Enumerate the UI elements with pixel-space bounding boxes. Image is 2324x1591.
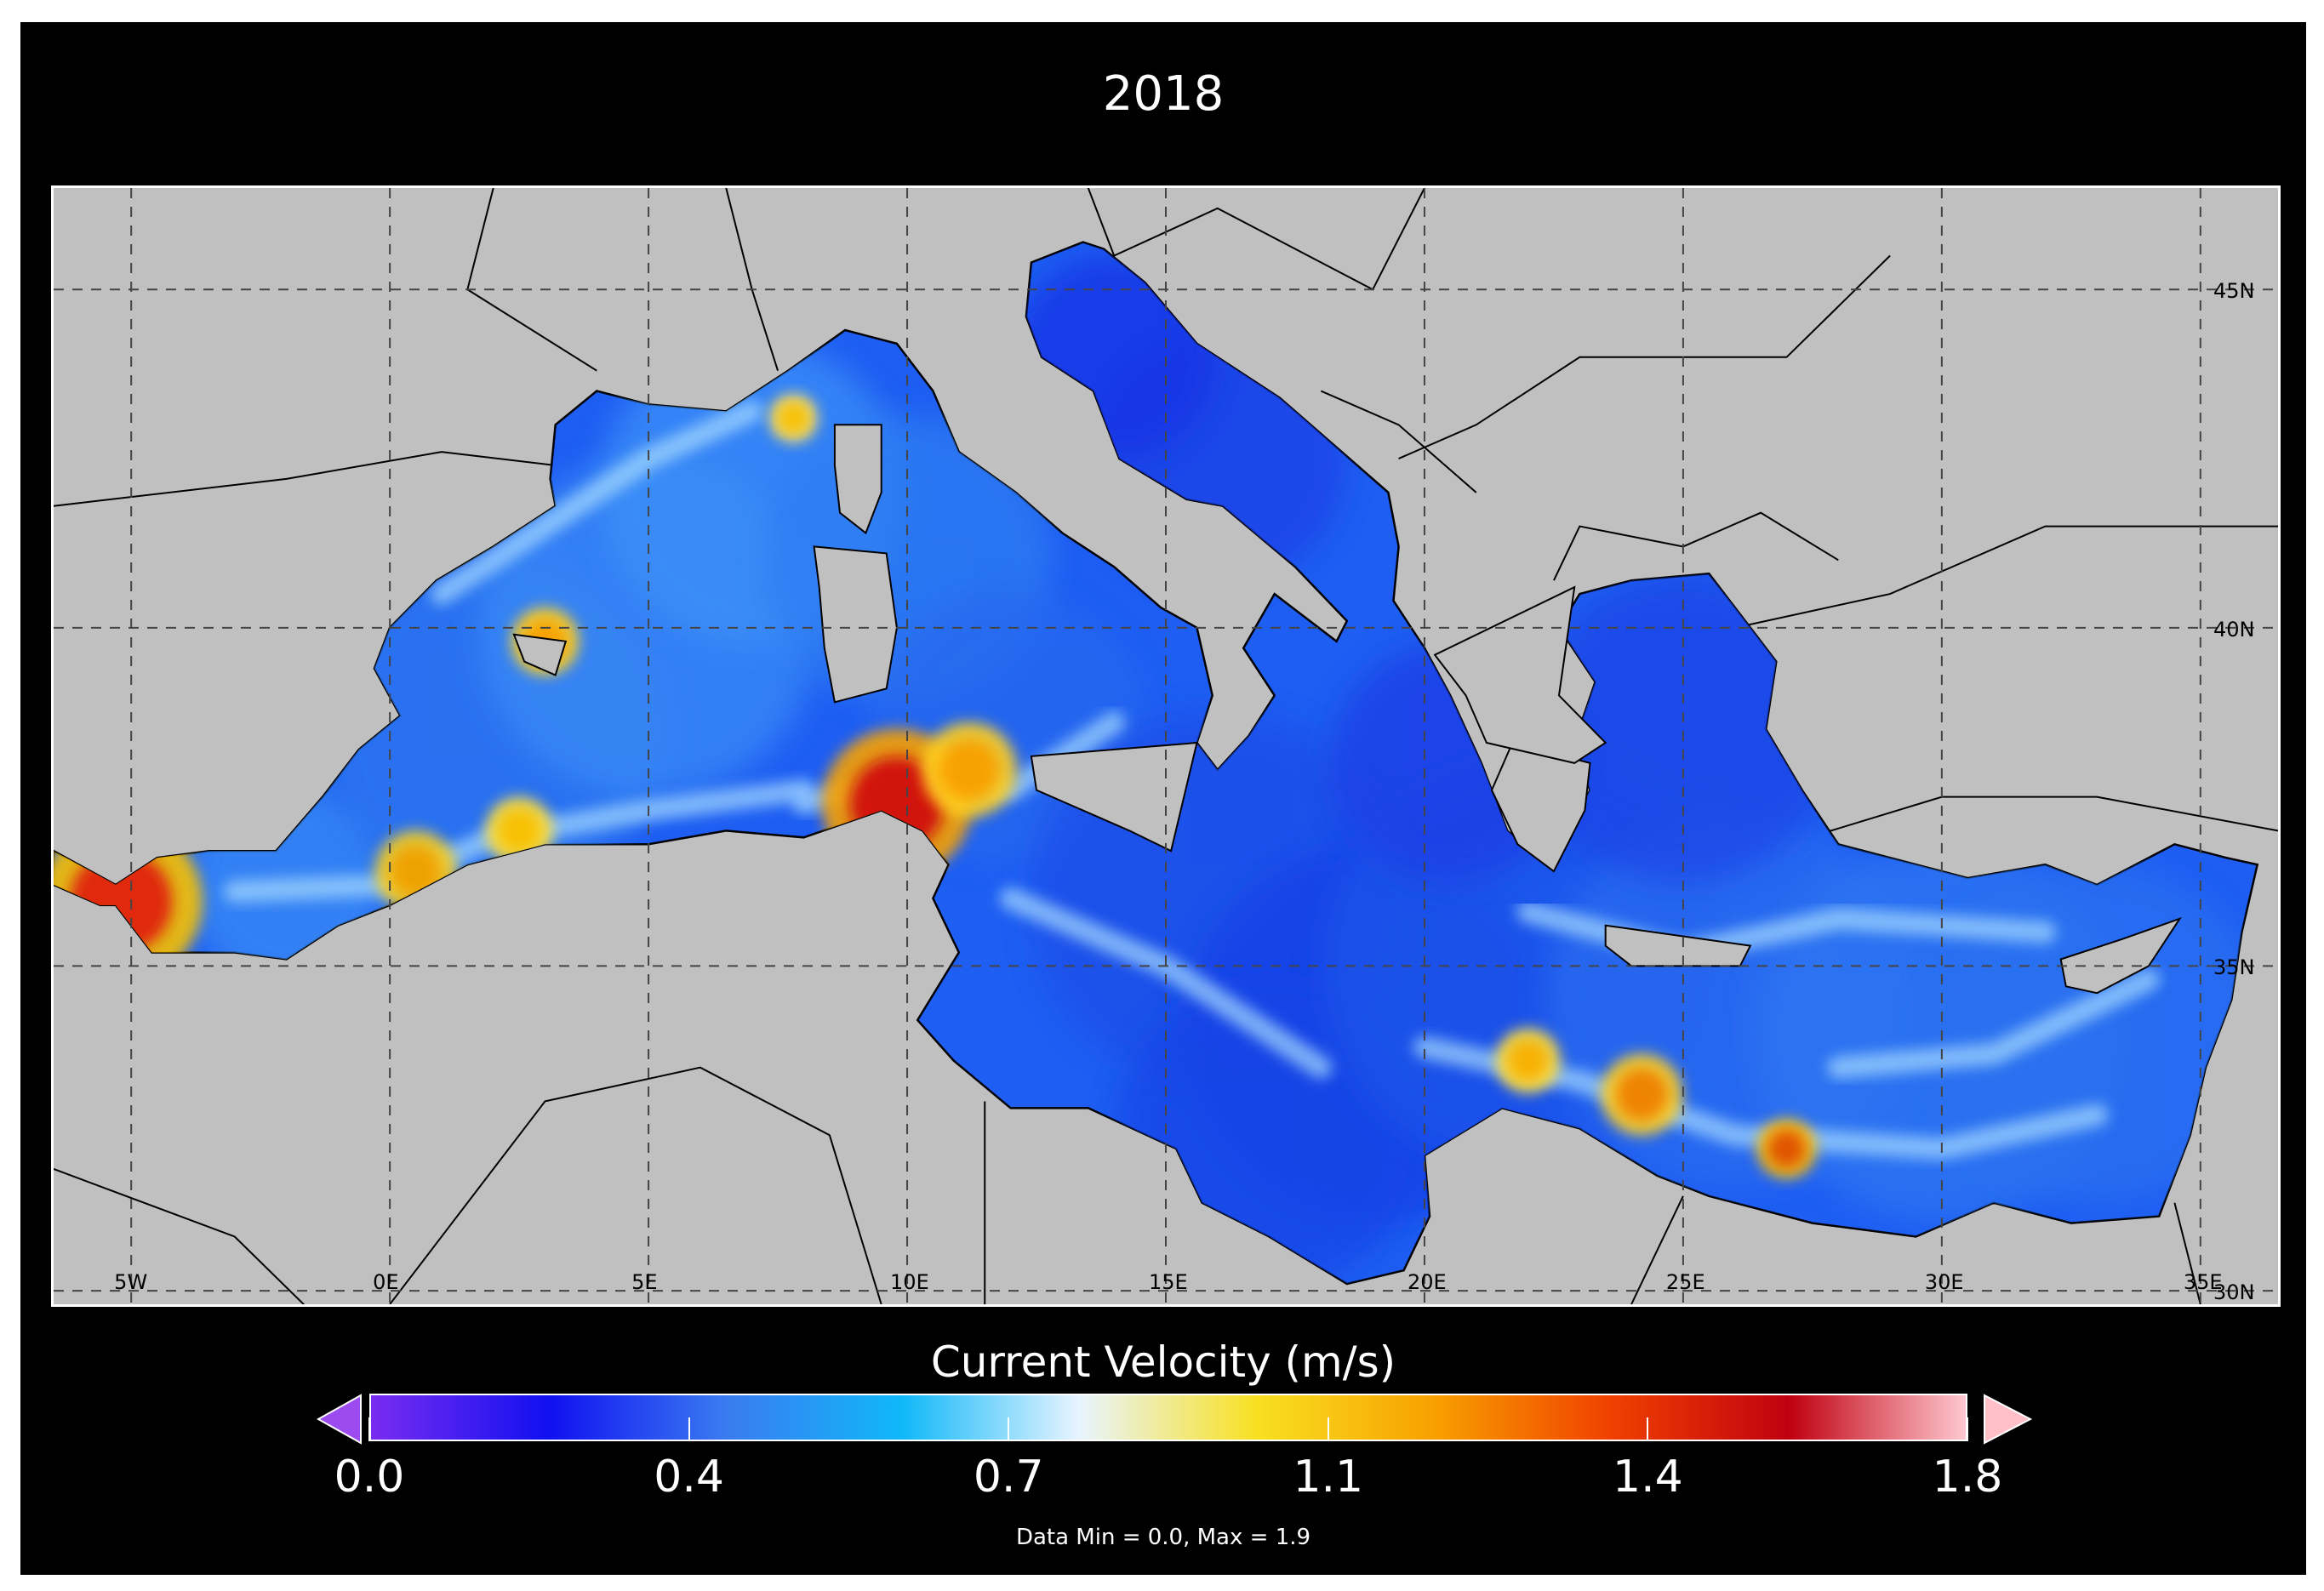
colorbar-tick-label: 0.4 — [654, 1451, 724, 1503]
colorbar — [369, 1394, 1967, 1441]
colorbar-min-extension — [316, 1394, 362, 1445]
colorbar-tick-label: 1.8 — [1932, 1451, 2003, 1503]
colorbar-tickmark — [1647, 1417, 1649, 1441]
colorbar-tick-label: 0.0 — [334, 1451, 405, 1503]
island-sardinia — [813, 545, 898, 704]
island-peloponnese — [1490, 741, 1591, 873]
colorbar-tickmark — [688, 1417, 690, 1441]
lon-label: 10E — [890, 1270, 929, 1294]
country-borders — [54, 188, 2278, 1304]
lat-label: 45N — [2213, 279, 2255, 304]
island-cyprus — [2059, 916, 2182, 995]
plot-title: 2018 — [1102, 66, 1225, 122]
figure-frame: 2018 5W 0E 5E 10E 15E 20E 25E 30E 35E 45N 40N 35N 3… — [20, 22, 2306, 1575]
island-greece — [1433, 585, 1607, 764]
lat-label: 30N — [2213, 1280, 2255, 1305]
island-corsica — [833, 424, 882, 535]
colorbar-tickmark — [1008, 1417, 1010, 1441]
colorbar-tick-label: 1.4 — [1613, 1451, 1683, 1503]
data-range-note: Data Min = 0.0, Max = 1.9 — [1015, 1525, 1311, 1550]
lon-label: 5E — [631, 1270, 658, 1294]
graticule — [54, 188, 2278, 1304]
lon-label: 25E — [1665, 1270, 1705, 1294]
lon-label: 0E — [373, 1270, 399, 1294]
colorbar-tick-label: 0.7 — [973, 1451, 1044, 1503]
lat-label: 40N — [2213, 617, 2255, 642]
map-svg — [54, 188, 2278, 1304]
colorbar-label: Current Velocity (m/s) — [930, 1337, 1396, 1387]
islands — [512, 424, 2182, 995]
colorbar-max-extension — [1984, 1394, 2033, 1445]
colorbar-tickmark — [368, 1417, 370, 1441]
island-mallorca — [512, 633, 568, 676]
colorbar-extensions — [316, 1394, 2033, 1445]
lon-label: 30E — [1924, 1270, 1964, 1294]
lon-label: 5W — [114, 1270, 148, 1294]
lon-label: 15E — [1149, 1270, 1188, 1294]
lon-label: 35E — [2183, 1270, 2223, 1294]
map-panel[interactable]: 5W 0E 5E 10E 15E 20E 25E 30E 35E 45N 40N 35N 30N — [51, 185, 2281, 1307]
colorbar-tickmark — [1327, 1417, 1329, 1441]
lat-label: 35N — [2213, 955, 2255, 980]
lon-label: 20E — [1407, 1270, 1447, 1294]
island-sicily — [1030, 741, 1198, 853]
colorbar-tick-label: 1.1 — [1293, 1451, 1364, 1503]
colorbar-tickmark — [1967, 1417, 1968, 1441]
